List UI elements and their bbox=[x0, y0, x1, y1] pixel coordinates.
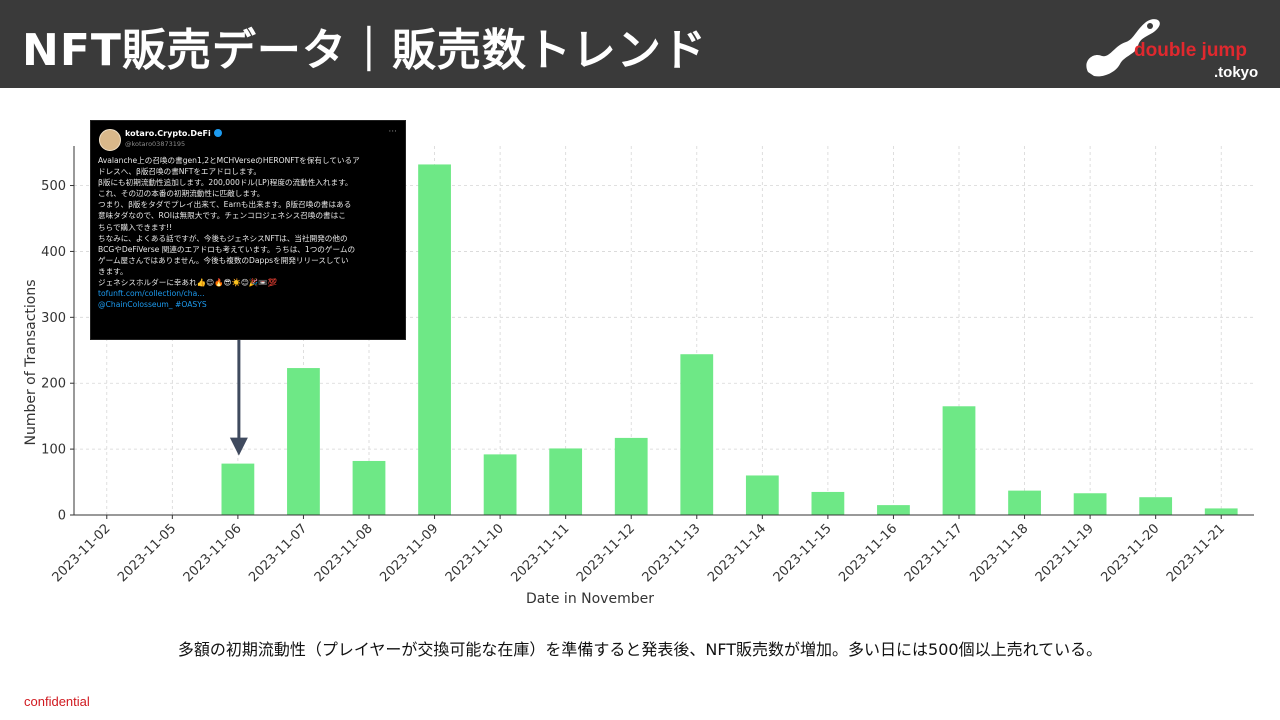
x-tick-label: 2023-11-08 bbox=[312, 521, 376, 585]
y-tick-label: 200 bbox=[41, 377, 66, 392]
annotation-arrow-head bbox=[229, 437, 248, 456]
brush-stroke-icon bbox=[1086, 19, 1160, 77]
confidential-label: confidential bbox=[24, 694, 90, 709]
y-tick-label: 500 bbox=[41, 179, 66, 194]
bar-2023-11-10 bbox=[483, 454, 517, 515]
bar-2023-11-15 bbox=[811, 491, 845, 515]
x-tick-label: 2023-11-18 bbox=[967, 521, 1031, 585]
bar-2023-11-09 bbox=[418, 164, 451, 515]
x-tick-label: 2023-11-20 bbox=[1098, 521, 1162, 585]
x-tick-label: 2023-11-05 bbox=[115, 521, 179, 585]
x-tick-label: 2023-11-19 bbox=[1033, 521, 1097, 585]
x-tick-label: 2023-11-15 bbox=[771, 521, 835, 585]
bar-2023-11-19 bbox=[1073, 493, 1107, 515]
tweet-author-name: kotaro.Crypto.DeFi bbox=[125, 129, 222, 138]
x-tick-label: 2023-11-14 bbox=[705, 521, 769, 585]
logo-text-double-jump: double jump bbox=[1134, 40, 1247, 61]
bar-2023-11-21 bbox=[1204, 508, 1238, 515]
tweet-line: つまり、β版をタダでプレイ出来て、Earnも出来ます。β版召喚の書はある bbox=[98, 200, 352, 210]
page-title: NFT販売データ｜販売数トレンド bbox=[22, 25, 707, 76]
tweet-line: ちらで購入できます!! bbox=[98, 222, 173, 232]
bar-2023-11-13 bbox=[680, 354, 714, 515]
bar-2023-11-17 bbox=[942, 406, 976, 515]
x-tick-label: 2023-11-16 bbox=[836, 521, 900, 585]
tweet-screenshot: kotaro.Crypto.DeFi @kotaro03873195 ··· A… bbox=[90, 120, 406, 340]
slide-caption: 多額の初期流動性（プレイヤーが交換可能な在庫）を準備すると発表後、NFT販売数が… bbox=[177, 640, 1103, 659]
bar-2023-11-20 bbox=[1139, 497, 1173, 515]
more-options-icon: ··· bbox=[388, 127, 397, 137]
tweet-line: ちなみに、よくある話ですが、今後もジェネシスNFTは、当社開発の他の bbox=[98, 233, 348, 243]
tweet-line: ゲーム屋さんではありません。今後も複数のDappsを開発リリースしてい bbox=[98, 255, 349, 265]
avatar bbox=[99, 129, 121, 151]
x-tick-label: 2023-11-12 bbox=[574, 521, 638, 585]
tweet-link[interactable]: tofunft.com/collection/cha... bbox=[98, 289, 205, 299]
x-tick-label: 2023-11-09 bbox=[377, 521, 441, 585]
x-tick-label: 2023-11-06 bbox=[181, 521, 245, 585]
bar-2023-11-16 bbox=[877, 505, 910, 515]
tweet-body: Avalanche上の召喚の書gen1,2とMCHVerseのHERONFTを保… bbox=[98, 155, 400, 310]
tweet-line: ドレスへ、β版召喚の書NFTをエアドロします。 bbox=[98, 167, 261, 177]
tweet-author-handle: @kotaro03873195 bbox=[125, 140, 186, 148]
x-tick-label: 2023-11-17 bbox=[902, 521, 966, 585]
tweet-line: Avalanche上の召喚の書gen1,2とMCHVerseのHERONFTを保… bbox=[98, 156, 360, 165]
bar-2023-11-11 bbox=[549, 448, 583, 515]
x-tick-label: 2023-11-11 bbox=[508, 521, 572, 585]
bar-2023-11-08 bbox=[352, 460, 386, 515]
x-tick-label: 2023-11-21 bbox=[1164, 521, 1228, 585]
y-tick-label: 400 bbox=[41, 245, 66, 260]
y-axis-label: Number of Transactions bbox=[23, 279, 39, 445]
bar-2023-11-14 bbox=[745, 475, 779, 515]
tweet-line: 意味タダなので、ROIは無限大です。チェンコロジェネシス召喚の書はこ bbox=[98, 211, 346, 221]
x-tick-label: 2023-11-07 bbox=[246, 521, 310, 585]
y-tick-label: 0 bbox=[58, 509, 66, 524]
tweet-line: ジェネシスホルダーに幸あれ👍😊🔥😎☀️😊🎉📼💯 bbox=[98, 278, 278, 288]
double-jump-logo: double jump .tokyo bbox=[1080, 12, 1270, 82]
x-axis-label: Date in November bbox=[526, 591, 654, 607]
bar-2023-11-18 bbox=[1008, 490, 1041, 515]
bar-2023-11-06 bbox=[221, 463, 255, 515]
logo-text-tokyo: .tokyo bbox=[1214, 64, 1259, 81]
verified-badge-icon bbox=[213, 129, 222, 137]
tweet-hashtags[interactable]: @ChainColosseum_ #OASYS bbox=[98, 300, 207, 310]
bar-2023-11-12 bbox=[614, 437, 648, 515]
tweet-line: β版にも初期流動性追加します。200,000ドル(LP)程度の流動性入れます。 bbox=[98, 178, 353, 188]
y-tick-label: 100 bbox=[41, 443, 66, 458]
bar-2023-11-07 bbox=[287, 368, 320, 515]
x-tick-label: 2023-11-02 bbox=[50, 521, 114, 585]
x-tick-label: 2023-11-10 bbox=[443, 521, 507, 585]
tweet-line: これ、その辺の本番の初期流動性に匹敵します。 bbox=[98, 189, 265, 199]
tweet-line: きます。 bbox=[98, 266, 128, 276]
tweet-line: BCGやDeFiVerse 関連のエアドロも考えています。うちは、1つのゲームの bbox=[98, 244, 356, 254]
y-tick-label: 300 bbox=[41, 311, 66, 326]
x-tick-label: 2023-11-13 bbox=[640, 521, 704, 585]
header-bar: NFT販売データ｜販売数トレンド double jump .tokyo bbox=[0, 0, 1280, 88]
